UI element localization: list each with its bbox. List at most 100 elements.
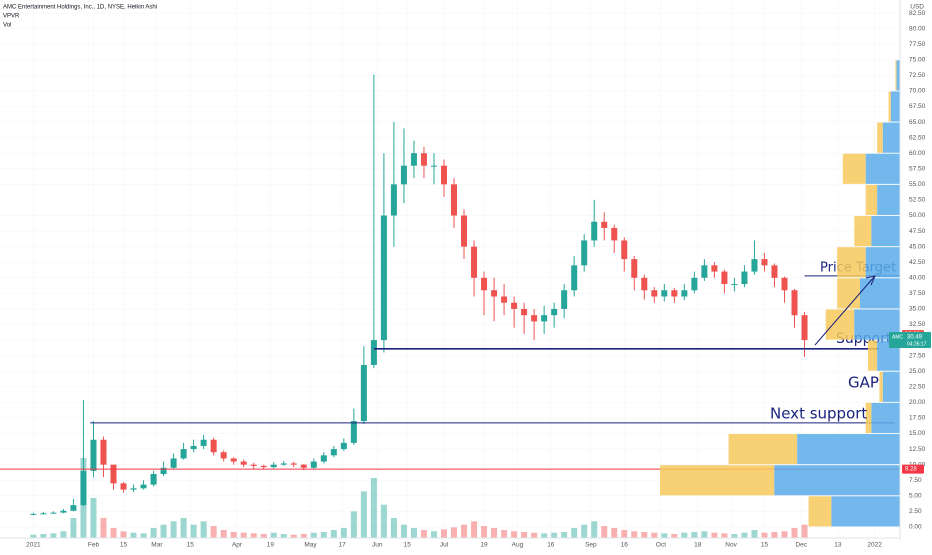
volume-bar [180,518,187,538]
x-tick-label: 16 [547,542,555,549]
volume-bar [571,528,578,538]
candle-body [611,227,618,241]
volume-bar [661,533,668,538]
volume-bar [260,534,267,538]
candle-body [140,484,147,489]
volume-bar [100,518,107,538]
x-tick-label: May [304,542,317,549]
candle-body [691,277,698,291]
candle-body [601,221,608,228]
candle-body [801,315,808,341]
x-tick-label: 13 [834,542,842,549]
volume-bar [340,528,347,538]
profile-up [865,153,900,184]
y-tick-label: 5.00 [909,493,922,500]
volume-bar [60,531,67,538]
volume-bar [280,534,287,538]
x-tick-label: Jun [372,542,383,549]
candle-body [731,284,738,286]
x-tick-label: Jul [440,542,449,549]
volume-bar [300,534,307,538]
volume-bar [230,532,237,538]
x-tick-label: 17 [339,542,347,549]
volume-bar [210,526,217,538]
y-tick-label: 70.00 [909,88,926,95]
volume-bar [90,498,97,538]
profile-down [837,247,866,278]
volume-bar [360,491,367,538]
last-price-tag [889,332,931,349]
candle-body [390,184,397,216]
volume-bar [751,530,758,538]
profile-down [879,371,883,402]
candle-body [581,240,588,266]
volume-bar [50,533,57,538]
x-tick-label: Oct [656,542,666,549]
currency: USD [910,4,924,11]
last-price-text: 30.49 [907,335,923,341]
candle-body [200,439,207,446]
profile-up [877,184,900,216]
volume-bar [581,524,588,538]
y-tick-label: 52.50 [909,197,926,204]
volume-bar [801,524,808,538]
candle-body [330,449,337,456]
volume-pane [30,458,808,538]
price-axis [900,0,932,550]
candle-body [370,340,377,366]
volume-bar [150,528,157,538]
y-tick-label: 2.50 [909,508,922,515]
volume-bar [250,533,257,538]
volume-bar [621,530,628,538]
volume-bar [140,533,147,538]
volume-bar [270,532,277,538]
candle-body [501,296,508,303]
x-tick-label: 15 [187,542,195,549]
volume-bar [781,531,788,538]
y-tick-label: 35.00 [909,306,926,313]
x-tick-label: Apr [232,542,243,549]
volume-bar [350,511,357,538]
volume-bar [220,530,227,538]
price-tag [902,464,924,474]
x-tick-label: 19 [267,542,275,549]
y-tick-label: 60.00 [909,150,926,157]
candle-body [60,510,67,513]
profile-up [877,340,900,371]
volume-bar [30,534,37,538]
candle-body [661,290,668,297]
volume-bar [481,526,488,538]
y-tick-label: 12.50 [909,446,926,453]
volume-bar [521,532,528,538]
volume-bar [160,524,167,538]
volume-bar [400,524,407,538]
profile-down [854,216,872,247]
profile-down [865,402,872,434]
candle-body [741,271,748,285]
volume-bar [611,528,618,538]
volume-bar [451,527,458,538]
candle-body [651,290,658,297]
candle-body [380,215,387,341]
candle-body [621,240,628,260]
profile-up [774,465,900,496]
profile-up [860,278,900,309]
y-tick-label: 32.50 [909,321,926,328]
volume-bar [531,532,538,538]
candle-body [541,315,548,322]
indicator: Vol [3,23,11,29]
volume-bar [471,521,478,538]
x-tick-label: 15 [761,542,769,549]
profile-up [871,216,900,247]
profile-down [837,278,860,309]
volume-bar [110,528,117,538]
candle-body [230,458,237,462]
volume-bar [711,532,718,538]
y-tick-label: 82.50 [909,10,926,17]
candle-body [681,290,688,297]
volume-bar [370,478,377,538]
x-tick-label: 15 [404,542,412,549]
volume-bar [240,532,247,538]
y-tick-label: 65.00 [909,119,926,126]
